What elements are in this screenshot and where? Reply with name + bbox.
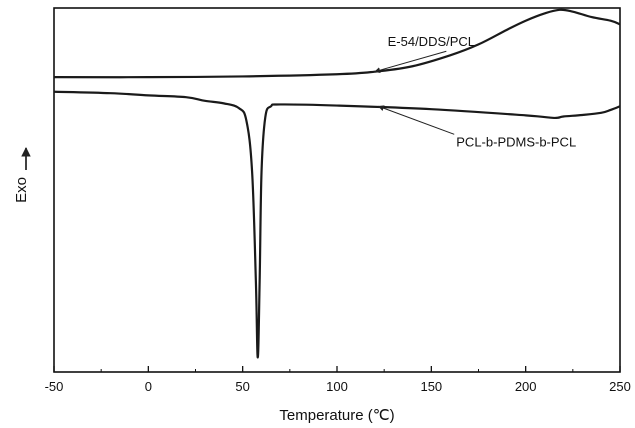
annotation-arrow (377, 105, 455, 135)
x-axis-title: Temperature (℃) (279, 407, 394, 424)
series-annotation-label: E-54/DDS/PCL (388, 34, 475, 49)
annotation-arrow (374, 50, 447, 74)
series-layer (53, 8, 621, 359)
y-axis-title-group: Exo (13, 177, 30, 203)
y-axis-title: Exo (13, 177, 30, 203)
plot-frame (53, 7, 621, 373)
x-axis-ticks: -50 0 50 100 150 200 250 (45, 366, 631, 394)
x-tick-label: 50 (235, 379, 249, 394)
x-tick-label: 0 (145, 379, 152, 394)
annotation-layer: E-54/DDS/PCL PCL-b-PDMS-b-PCL (374, 34, 576, 149)
series-line-e54-dds-pcl (53, 8, 621, 79)
x-tick-label: 100 (326, 379, 348, 394)
x-tick-label: 250 (609, 379, 631, 394)
x-tick-label: 200 (515, 379, 537, 394)
x-tick-label: -50 (45, 379, 64, 394)
series-line-pcl-b-pdms-b-pcl (53, 90, 621, 359)
series-annotation-label: PCL-b-PDMS-b-PCL (456, 134, 576, 149)
x-tick-label: 150 (420, 379, 442, 394)
